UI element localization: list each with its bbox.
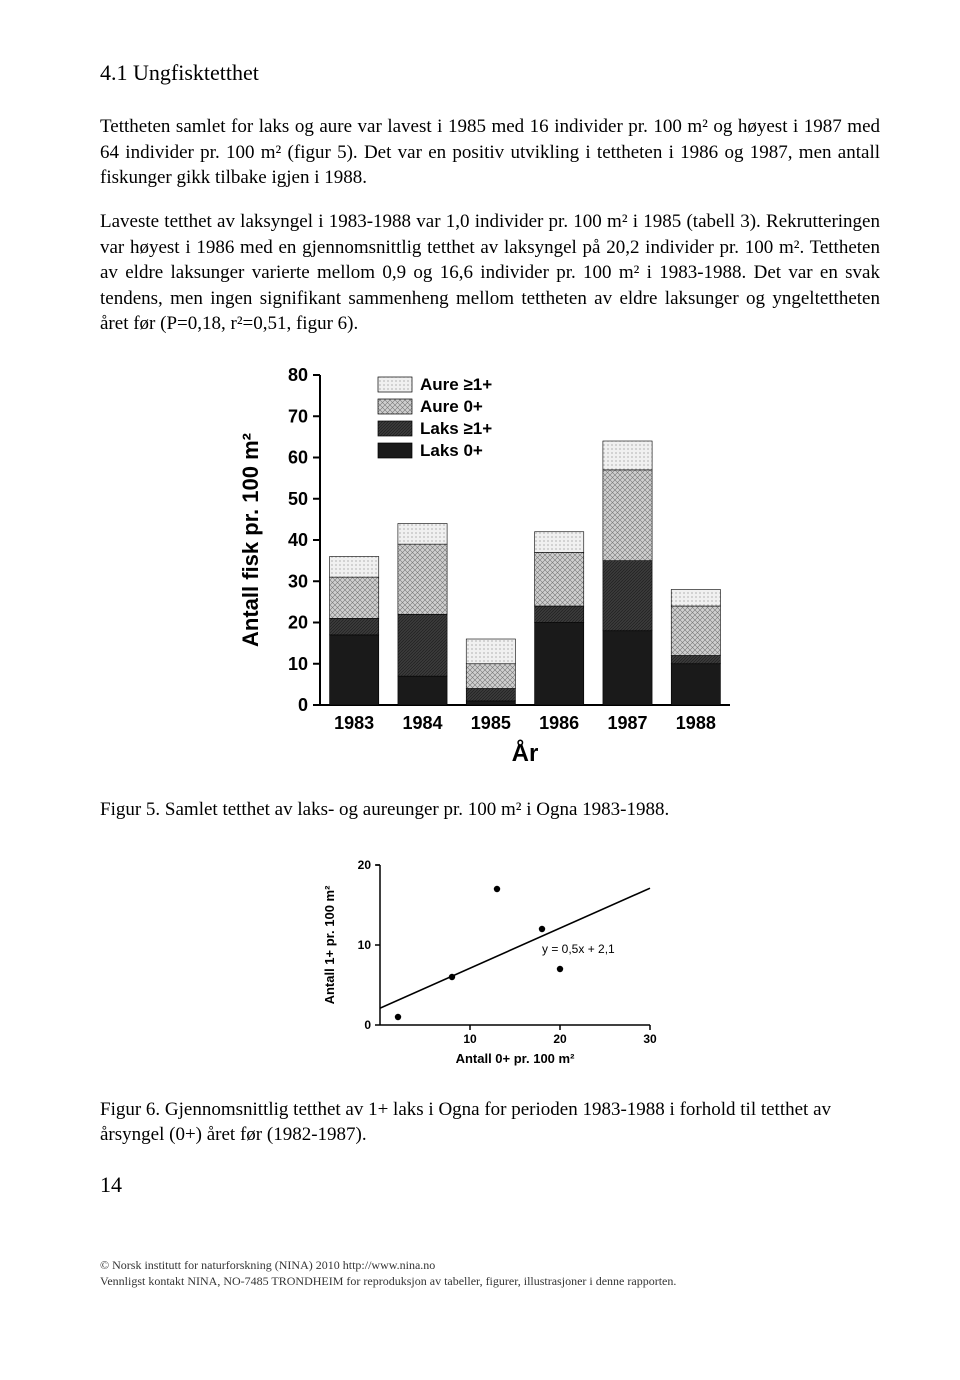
- svg-text:1984: 1984: [402, 713, 442, 733]
- svg-text:0: 0: [364, 1018, 371, 1032]
- svg-text:70: 70: [288, 406, 308, 426]
- svg-text:30: 30: [643, 1032, 657, 1046]
- svg-text:År: År: [512, 739, 539, 767]
- svg-text:Antall 0+ pr. 100 m²: Antall 0+ pr. 100 m²: [456, 1051, 576, 1066]
- svg-text:80: 80: [288, 365, 308, 385]
- svg-text:Antall fisk pr. 100 m²: Antall fisk pr. 100 m²: [238, 433, 263, 647]
- figure-5-chart: 0 10 20 30 40 50 60 70 80 Antall fisk pr. 100 m² 1…: [100, 355, 880, 785]
- svg-text:1987: 1987: [607, 713, 647, 733]
- svg-text:50: 50: [288, 489, 308, 509]
- page-number: 14: [100, 1172, 880, 1198]
- svg-text:10: 10: [463, 1032, 477, 1046]
- svg-text:10: 10: [288, 654, 308, 674]
- svg-text:1985: 1985: [471, 713, 511, 733]
- figure-5-caption: Figur 5. Samlet tetthet av laks- og aure…: [100, 797, 880, 823]
- svg-text:40: 40: [288, 530, 308, 550]
- figure-6-caption: Figur 6. Gjennomsnittlig tetthet av 1+ l…: [100, 1097, 880, 1148]
- paragraph-1: Tettheten samlet for laks og aure var la…: [100, 114, 880, 191]
- svg-text:1988: 1988: [676, 713, 716, 733]
- svg-text:1986: 1986: [539, 713, 579, 733]
- svg-text:Laks ≥1+: Laks ≥1+: [420, 419, 492, 438]
- figure-6-chart: 0 10 20 10 20 30 y = 0,5x + 2,1 Antall 1+ pr. 1…: [100, 845, 880, 1085]
- footer-line-1: © Norsk institutt for naturforskning (NI…: [100, 1258, 880, 1274]
- svg-text:0: 0: [298, 695, 308, 715]
- paragraph-2: Laveste tetthet av laksyngel i 1983-1988…: [100, 209, 880, 337]
- footer-line-2: Vennligst kontakt NINA, NO-7485 TRONDHEI…: [100, 1274, 880, 1290]
- svg-text:1983: 1983: [334, 713, 374, 733]
- svg-text:Aure 0+: Aure 0+: [420, 397, 483, 416]
- svg-text:60: 60: [288, 448, 308, 468]
- svg-text:y = 0,5x + 2,1: y = 0,5x + 2,1: [542, 942, 615, 956]
- svg-text:20: 20: [288, 613, 308, 633]
- svg-text:Aure ≥1+: Aure ≥1+: [420, 375, 492, 394]
- svg-text:20: 20: [358, 858, 372, 872]
- svg-text:Antall 1+ pr. 100 m²: Antall 1+ pr. 100 m²: [322, 885, 337, 1005]
- svg-text:20: 20: [553, 1032, 567, 1046]
- section-title: 4.1 Ungfisktetthet: [100, 60, 880, 86]
- svg-text:Laks 0+: Laks 0+: [420, 441, 483, 460]
- svg-text:10: 10: [358, 938, 372, 952]
- svg-text:30: 30: [288, 571, 308, 591]
